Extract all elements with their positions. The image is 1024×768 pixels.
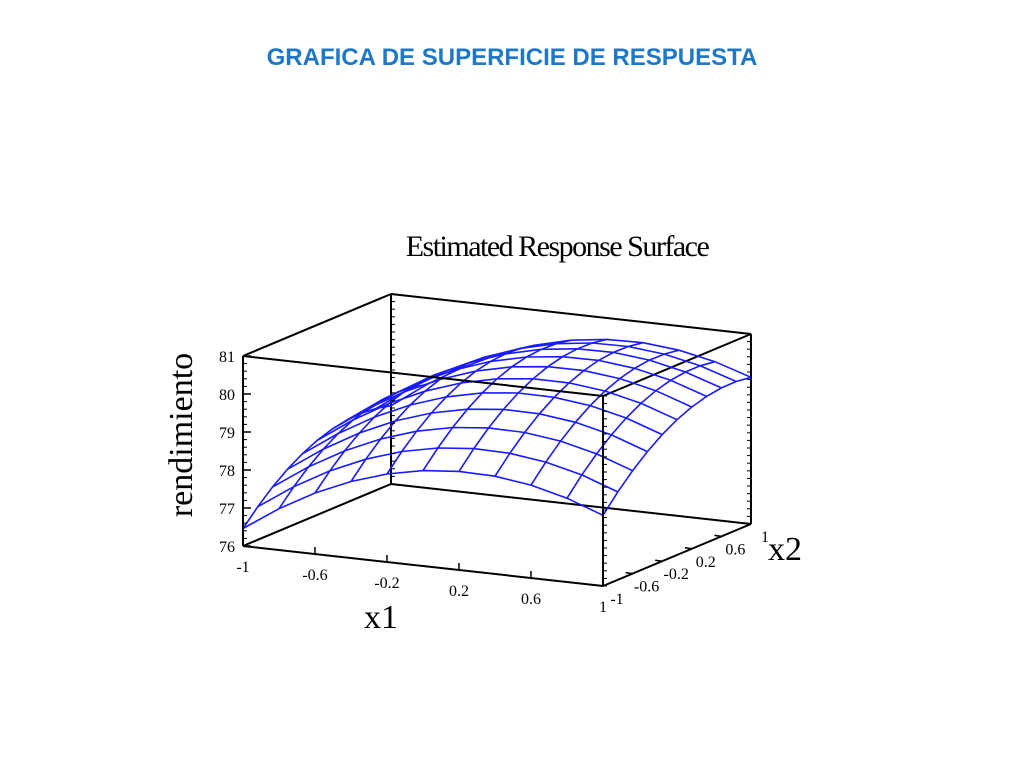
y-tick-label: -0.2 — [664, 566, 689, 583]
surface-line-x1 — [287, 408, 648, 470]
tick-labels: -1 -0.6 -0.2 0.2 0.6 1 -1-0.6-0.20.20.61767778… — [219, 349, 769, 616]
box-edge — [602, 333, 752, 397]
y-tick — [595, 584, 604, 587]
surface-line-x1 — [301, 392, 663, 455]
surface-line-x1 — [272, 426, 633, 488]
surface-line-x1 — [257, 447, 619, 508]
x-axis-title: x1 — [364, 599, 398, 636]
y-tick-label: 0.2 — [696, 554, 716, 571]
surface-line-x2 — [278, 383, 428, 510]
surface-line-x2 — [386, 344, 536, 475]
y-tick — [684, 547, 692, 550]
x-tick-label: 0.2 — [449, 583, 469, 600]
y-tick-label: -0.6 — [634, 579, 659, 596]
axis-ticks — [242, 293, 752, 587]
x-tick-label: -0.2 — [374, 575, 399, 592]
chart-title: Estimated Response Surface — [406, 230, 710, 263]
surface-line-x1 — [242, 469, 604, 530]
x-tick-label: -0.6 — [302, 567, 327, 584]
surface-line-x2 — [494, 341, 644, 477]
surface-line-x2 — [602, 376, 752, 516]
box-edge — [242, 545, 604, 587]
x-tick-label: -1 — [236, 559, 249, 576]
x-tick-label: 0.6 — [521, 591, 541, 608]
y-tick-label: 0.6 — [725, 541, 745, 558]
surface-mesh — [242, 338, 752, 530]
z-axis-title: rendimiento — [163, 353, 200, 517]
plot-box-front — [242, 355, 752, 587]
y-tick-label: -1 — [610, 591, 623, 608]
x-tick-label: 1 — [599, 599, 607, 616]
surface-line-x2 — [242, 404, 392, 529]
box-edge — [242, 483, 392, 547]
surface-line-x2 — [458, 338, 608, 472]
slide-title: GRAFICA DE SUPERFICIE DE RESPUESTA — [266, 44, 758, 71]
box-edge — [390, 483, 752, 525]
y-axis-title: x2 — [768, 531, 802, 568]
z-tick-label: 79 — [219, 425, 235, 442]
y-tick — [714, 534, 722, 538]
box-edge — [242, 355, 604, 397]
surface-line-x2 — [530, 349, 680, 486]
z-tick-label: 78 — [219, 463, 235, 480]
z-tick-label: 81 — [219, 349, 235, 366]
y-tick-label: 1 — [761, 529, 769, 546]
plot-box-back — [242, 293, 752, 547]
box-edge — [602, 523, 752, 587]
surface-line-x2 — [566, 360, 716, 499]
surface-line-x2 — [350, 353, 500, 482]
z-tick-label: 76 — [219, 539, 235, 556]
surface-line-x2 — [314, 366, 464, 494]
y-tick — [655, 559, 663, 562]
surface-line-x1 — [375, 342, 737, 410]
box-edge — [242, 293, 392, 357]
box-edge — [390, 293, 752, 335]
z-tick-label: 80 — [219, 387, 235, 404]
surface-line-x2 — [422, 339, 572, 472]
z-tick-label: 77 — [219, 501, 235, 518]
y-tick — [625, 571, 633, 575]
